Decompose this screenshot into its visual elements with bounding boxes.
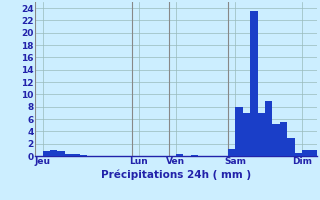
Bar [309,150,317,156]
Bar [287,138,295,156]
Bar [250,11,258,156]
Bar [265,101,272,156]
Bar [235,107,243,156]
Bar [280,122,287,156]
Bar [228,149,235,156]
Bar [80,155,87,156]
X-axis label: Précipitations 24h ( mm ): Précipitations 24h ( mm ) [101,169,251,180]
Bar [43,151,50,156]
Bar [272,124,280,156]
Bar [191,155,198,156]
Bar [72,154,80,156]
Bar [57,151,65,156]
Bar [295,153,302,156]
Bar [243,113,250,156]
Bar [302,150,309,156]
Bar [176,154,183,156]
Bar [50,150,57,156]
Bar [258,113,265,156]
Bar [65,154,72,156]
